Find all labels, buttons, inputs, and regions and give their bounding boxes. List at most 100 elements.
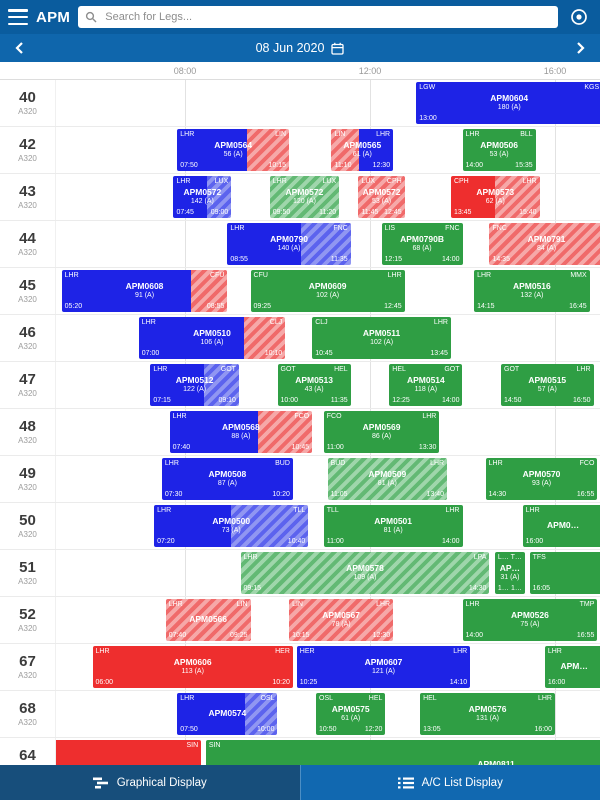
block-segment bbox=[257, 411, 313, 453]
flight-block[interactable]: LHR LUX APM0572 120 (A) 09:50 11:20 bbox=[269, 176, 340, 218]
tab-list-label: A/C List Display bbox=[421, 776, 503, 789]
aircraft-row: 47 A320 LHR GOT APM0512 122 (A) 07:15 09:10 GOT H… bbox=[0, 362, 600, 409]
flight-number: APM0608 bbox=[125, 281, 164, 292]
arr-time: 11:35 bbox=[330, 397, 348, 404]
arr-time: 14:10 bbox=[449, 679, 468, 686]
flight-info: APM0790 140 (A) bbox=[230, 235, 347, 252]
flight-block[interactable]: SIN APM0811 bbox=[205, 740, 600, 765]
flight-block[interactable]: LHR TMP APM0526 75 (A) 14:00 16:55 bbox=[462, 599, 598, 641]
dep-airport: LHR bbox=[547, 648, 562, 655]
aircraft-label-cell: 64A320 bbox=[0, 738, 56, 765]
flight-number: APM0573 bbox=[476, 187, 515, 198]
flight-block[interactable]: TLL LHR APM0501 81 (A) 11:00 14:00 bbox=[323, 505, 463, 547]
aircraft-label-cell: 51 A320 bbox=[0, 550, 56, 596]
flight-block-content: HER LHR APM0607 121 (A) 10:25 14:10 bbox=[297, 646, 470, 688]
flight-block[interactable]: LHR LIN APM0566 07:40 09:25 bbox=[165, 599, 251, 641]
time-line: 13:45 15:40 bbox=[454, 209, 537, 216]
airport-line: HEL GOT bbox=[392, 366, 459, 373]
flight-block[interactable]: HER LHR APM0607 121 (A) 10:25 14:10 bbox=[296, 646, 471, 688]
time-line: 07:40 10:45 bbox=[173, 444, 310, 451]
arr-time: 08:55 bbox=[206, 303, 225, 310]
flight-block[interactable]: LHR BUD APM0508 87 (A) 07:30 10:20 bbox=[161, 458, 293, 500]
flight-block[interactable]: GOT LHR APM0515 57 (A) 14:50 16:50 bbox=[501, 364, 594, 406]
list-icon bbox=[397, 777, 414, 788]
arr-airport: LHR bbox=[576, 366, 591, 373]
tab-ac-list-display[interactable]: A/C List Display bbox=[299, 765, 600, 800]
arr-airport: LUX bbox=[214, 178, 229, 185]
dep-time: 1… bbox=[497, 585, 509, 592]
flight-block[interactable]: LHR APM… 16:00 bbox=[544, 646, 600, 688]
dep-airport: LHR bbox=[488, 460, 503, 467]
flight-block[interactable]: LGW KGS APM0604 180 (A) 13:00 bbox=[416, 82, 600, 124]
prev-day-button[interactable] bbox=[12, 41, 26, 55]
flight-block[interactable]: LIS FNC APM0790B 68 (A) 12:15 14:00 bbox=[381, 223, 463, 265]
flight-block[interactable]: LHR LUX APM0572 142 (A) 07:45 09:00 bbox=[173, 176, 232, 218]
block-segment bbox=[323, 411, 440, 453]
flight-block[interactable]: FNC APM0791 84 (A) 14:35 bbox=[489, 223, 600, 265]
flight-block[interactable]: LHR LPA APM0578 109 (A) 09:15 14:30 bbox=[240, 552, 490, 594]
flight-block[interactable]: LHR MMX APM0516 132 (A) 14:15 16:45 bbox=[474, 270, 590, 312]
flight-info: APM0564 56 (A) bbox=[180, 141, 286, 158]
flight-info: APM0572 120 (A) bbox=[273, 188, 336, 205]
flight-block[interactable]: LIN LHR APM0567 78 (A) 10:15 12:30 bbox=[289, 599, 394, 641]
date-selector[interactable]: 08 Jun 2020 bbox=[256, 41, 345, 55]
flight-block[interactable]: CFU LHR APM0609 102 (A) 09:25 12:45 bbox=[250, 270, 405, 312]
flight-block[interactable]: OSL HEL APM0575 61 (A) 10:50 12:20 bbox=[316, 693, 386, 735]
flight-block[interactable]: LHR HER APM0606 113 (A) 06:00 10:20 bbox=[92, 646, 293, 688]
flight-info: APM0578 109 (A) bbox=[244, 564, 487, 581]
flight-block[interactable]: LHR TLL APM0500 73 (A) 07:20 10:40 bbox=[154, 505, 309, 547]
arr-airport: SIN bbox=[186, 742, 199, 749]
next-day-button[interactable] bbox=[574, 41, 588, 55]
hamburger-menu-icon[interactable] bbox=[8, 9, 28, 25]
target-icon bbox=[571, 9, 587, 25]
flight-block[interactable]: CLJ LHR APM0511 102 (A) 10:45 13:45 bbox=[312, 317, 451, 359]
flight-block[interactable]: LHR FNC APM0790 140 (A) 08:55 11:35 bbox=[227, 223, 351, 265]
flight-block[interactable]: TFS 16:05 bbox=[529, 552, 600, 594]
flight-block[interactable]: LIN LHR APM0565 61 (A) 11:10 12:30 bbox=[331, 129, 394, 171]
flight-block[interactable]: LHR CFU APM0608 91 (A) 05:20 08:55 bbox=[61, 270, 228, 312]
flight-block[interactable]: BUD LHR APM0509 81 (A) 11:05 13:40 bbox=[327, 458, 448, 500]
dep-airport: LHR bbox=[153, 366, 168, 373]
search-box[interactable] bbox=[78, 6, 558, 28]
flight-number: APM0790 bbox=[270, 234, 308, 245]
dep-airport: LHR bbox=[141, 319, 156, 326]
flight-block-content: LHR LIN APM0566 07:40 09:25 bbox=[166, 599, 251, 641]
airport-line: LHR bbox=[548, 648, 600, 655]
flight-info: APM0565 61 (A) bbox=[334, 141, 390, 158]
target-button[interactable] bbox=[566, 4, 592, 30]
flight-block[interactable]: LHR LIN APM0564 56 (A) 07:50 10:15 bbox=[177, 129, 290, 171]
tab-graphical-display[interactable]: Graphical Display bbox=[0, 765, 300, 800]
flight-block[interactable]: HEL LHR APM0576 131 (A) 13:05 16:00 bbox=[420, 693, 555, 735]
flight-block[interactable]: LHR FCO APM0568 88 (A) 07:40 10:45 bbox=[169, 411, 313, 453]
flight-block[interactable]: CPH LHR APM0573 62 (A) 13:45 15:40 bbox=[450, 176, 540, 218]
airport-line: FCO LHR bbox=[327, 413, 437, 420]
airport-line: SIN bbox=[209, 742, 600, 749]
flight-block[interactable]: LHR CLJ APM0510 106 (A) 07:00 10:10 bbox=[138, 317, 286, 359]
dep-time: 10:50 bbox=[319, 726, 337, 733]
arr-airport: HER bbox=[275, 648, 290, 655]
arr-time: 11:35 bbox=[330, 256, 348, 263]
airport-line: LHR OSL bbox=[180, 695, 274, 702]
dep-time: 07:15 bbox=[153, 397, 171, 404]
flight-block[interactable]: LHR FCO APM0570 93 (A) 14:30 16:55 bbox=[485, 458, 598, 500]
flight-block[interactable]: HEL GOT APM0514 118 (A) 12:25 14:00 bbox=[389, 364, 463, 406]
flight-block[interactable]: LHR BLL APM0506 53 (A) 14:00 15:35 bbox=[462, 129, 536, 171]
arr-time: 09:10 bbox=[218, 397, 236, 404]
flight-block[interactable]: LHR OSL APM0574 07:50 10:00 bbox=[177, 693, 278, 735]
search-input[interactable] bbox=[103, 10, 551, 24]
dep-airport: LGW bbox=[419, 84, 436, 91]
flight-block[interactable]: FCO LHR APM0569 86 (A) 11:00 13:30 bbox=[323, 411, 440, 453]
block-segment bbox=[227, 223, 302, 265]
dep-time: 10:25 bbox=[299, 679, 318, 686]
dep-airport: LHR bbox=[180, 131, 195, 138]
flight-block[interactable]: L… T… AP… 31 (A) 1… 1… bbox=[494, 552, 525, 594]
flight-number: APM0568 bbox=[221, 422, 260, 433]
airport-line: LHR FCO bbox=[173, 413, 310, 420]
flight-block[interactable]: LHR APM0… 16:00 bbox=[522, 505, 600, 547]
time-gridline bbox=[555, 80, 556, 765]
flight-block[interactable]: LUX CPH APM0572 53 (A) 11:45 12:45 bbox=[358, 176, 405, 218]
airport-line: HEL LHR bbox=[423, 695, 552, 702]
flight-block[interactable]: LHR GOT APM0512 122 (A) 07:15 09:10 bbox=[150, 364, 239, 406]
flight-block[interactable]: GOT HEL APM0513 43 (A) 10:00 11:35 bbox=[277, 364, 351, 406]
flight-block-content: FCO LHR APM0569 86 (A) 11:00 13:30 bbox=[324, 411, 440, 453]
